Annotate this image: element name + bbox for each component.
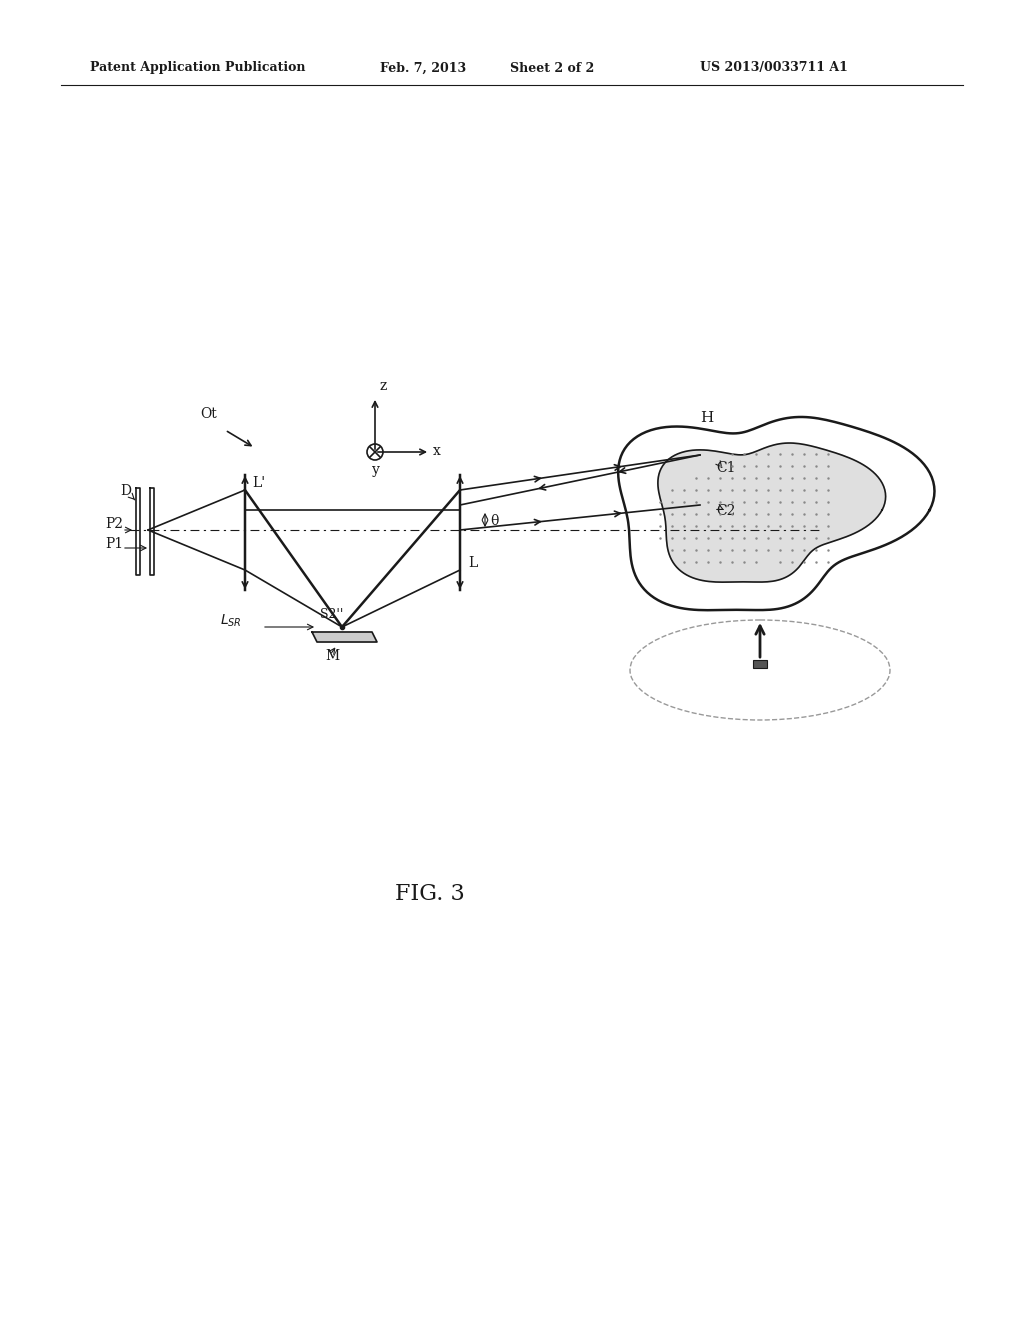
Text: Patent Application Publication: Patent Application Publication [90, 62, 305, 74]
Text: L': L' [252, 477, 265, 490]
Text: Sheet 2 of 2: Sheet 2 of 2 [510, 62, 594, 74]
Text: FIG. 3: FIG. 3 [395, 883, 465, 906]
Text: L: L [468, 556, 477, 570]
Text: y: y [372, 463, 380, 477]
Bar [753, 660, 767, 668]
Text: M: M [325, 649, 339, 663]
Text: P2: P2 [105, 517, 123, 531]
Text: S2'': S2'' [319, 609, 343, 620]
Text: H: H [700, 411, 714, 425]
Text: US 2013/0033711 A1: US 2013/0033711 A1 [700, 62, 848, 74]
Text: Feb. 7, 2013: Feb. 7, 2013 [380, 62, 466, 74]
Text: C1: C1 [716, 461, 735, 475]
Polygon shape [312, 632, 377, 642]
Text: C2: C2 [716, 504, 735, 517]
Text: θ: θ [490, 513, 499, 528]
Text: $L_{SR}$: $L_{SR}$ [220, 612, 242, 630]
Text: x: x [433, 444, 441, 458]
Text: D: D [120, 484, 131, 498]
Text: P1: P1 [105, 537, 123, 550]
Polygon shape [657, 444, 886, 582]
Text: Ot: Ot [200, 407, 217, 421]
Text: z: z [379, 379, 386, 393]
